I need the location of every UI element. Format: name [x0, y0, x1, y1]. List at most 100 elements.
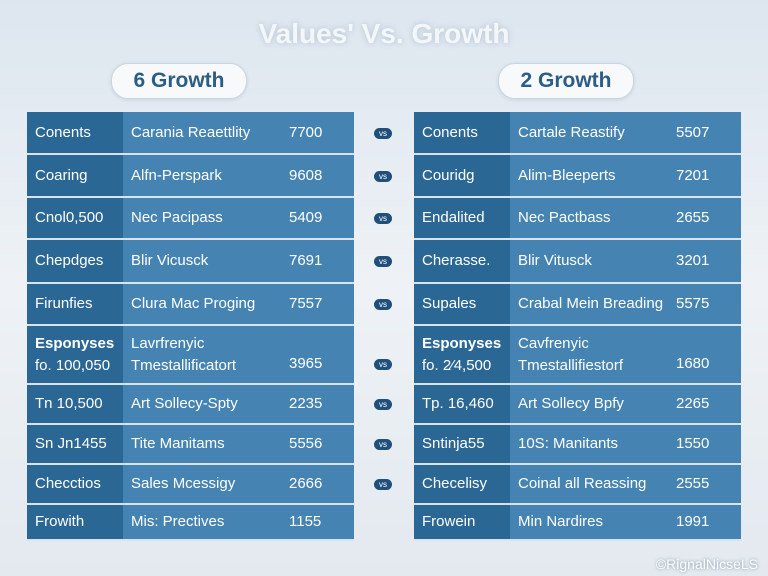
cell-text: 7700: [289, 123, 323, 141]
table-cell: 1550: [668, 425, 741, 465]
vs-badge: vs: [374, 359, 392, 370]
table-cell: 2666: [281, 465, 354, 505]
table-cell: Esponyses fo. 100,050: [27, 326, 123, 385]
table-cell: Crabal Mein Breading: [510, 284, 668, 326]
table-cell: 2265: [668, 385, 741, 425]
cell-text: Tn 10,500: [35, 395, 103, 412]
cell-text: Frowein: [422, 513, 476, 530]
table-cell: Min Nardires: [510, 505, 668, 541]
cell-text: 1550: [676, 435, 710, 452]
cell-text: Nec Pactbass: [518, 209, 611, 226]
cell-text: Coinal all Reassing: [518, 475, 647, 492]
cell-text: Alim-Bleeperts: [518, 166, 616, 184]
cell-text: Art Sollecy Bpfy: [518, 395, 624, 412]
cell-text: Esponyses: [422, 334, 502, 352]
cell-text: Checctios: [35, 475, 101, 492]
table-cell: 2235: [281, 385, 354, 425]
cell-text: Art Sollecy-Spty: [131, 395, 238, 412]
table-cell: Art Sollecy Bpfy: [510, 385, 668, 425]
cell-text: Crabal Mein Breading: [518, 295, 664, 312]
vs-badge: vs: [374, 479, 392, 490]
vs-badge: vs: [374, 170, 392, 182]
cell-text: Alfn-Perspark: [131, 166, 222, 184]
cell-text: Tmestallifiestorf: [518, 356, 624, 374]
table-cell: Firunfies: [27, 284, 123, 326]
cell-text: 5507: [676, 123, 710, 141]
cell-text: Cnol0,500: [35, 209, 104, 226]
table-cell: Frowein: [414, 505, 510, 541]
cell-text: Chepdges: [35, 252, 104, 269]
cell-text: 3965: [289, 355, 323, 372]
vs-badge: vs: [374, 299, 392, 310]
table-cell: Blir Vicusck: [123, 240, 281, 284]
cell-text: Conents: [35, 123, 91, 141]
table-cell: Coinal all Reassing: [510, 465, 668, 505]
table-cell: Cavfrenyic Tmestallifiestorf: [510, 326, 668, 385]
cell-text: 7201: [676, 166, 710, 184]
cell-text: Checelisy: [422, 475, 488, 492]
table-cell: Lavrfrenyic Tmestallificatort: [123, 326, 281, 385]
cell-text: 5409: [289, 209, 323, 226]
cell-text: 2655: [676, 209, 710, 226]
cell-text: fo. 100,050: [35, 356, 111, 374]
table-cell: Checctios: [27, 465, 123, 505]
table-cell: Esponyses fo. 2⁄4,500: [414, 326, 510, 385]
table-cell: Mis: Prectives: [123, 505, 281, 541]
table-cell: Blir Vitusck: [510, 240, 668, 284]
table-cell: Sales Mcessigy: [123, 465, 281, 505]
table-cell: Couridg: [414, 155, 510, 198]
cell-text: Cavfrenyic: [518, 334, 589, 352]
table-cell: 7691: [281, 240, 354, 284]
cell-text: Blir Vitusck: [518, 252, 592, 269]
cell-text: 5556: [289, 435, 323, 452]
table-cell: 2655: [668, 198, 741, 240]
table-cell: 7201: [668, 155, 741, 198]
cell-text: Endalited: [422, 209, 485, 226]
table-cell: Nec Pacipass: [123, 198, 281, 240]
cell-text: 1680: [676, 355, 710, 372]
vs-badge: vs: [374, 399, 392, 410]
cell-text: 5575: [676, 295, 710, 312]
table-cell: 10S: Manitants: [510, 425, 668, 465]
cell-text: 7557: [289, 295, 323, 312]
title: Values' Vs. Growth: [258, 18, 510, 49]
table-cell: 1991: [668, 505, 741, 541]
table-cell: Tite Manitams: [123, 425, 281, 465]
cell-text: Cherasse.: [422, 252, 491, 269]
table-cell: 5556: [281, 425, 354, 465]
table-cell: Tp. 16,460: [414, 385, 510, 425]
cell-text: Sn Jn1455: [35, 435, 107, 452]
table-cell: 1680: [668, 326, 741, 385]
table-cell: Conents: [27, 112, 123, 155]
table-cell: 7557: [281, 284, 354, 326]
table-cell: 3965: [281, 326, 354, 385]
vs-badge: vs: [374, 256, 392, 267]
table-cell: Coaring: [27, 155, 123, 198]
cell-text: Lavrfrenyic: [131, 334, 205, 352]
cell-text: Tmestallificatort: [131, 356, 237, 374]
watermark: ©RignalNicseLS: [655, 556, 758, 572]
cell-text: Nec Pacipass: [131, 209, 223, 226]
table-cell: Sntinja55: [414, 425, 510, 465]
table-cell: Cartale Reastify: [510, 112, 668, 155]
cell-text: 7691: [289, 252, 323, 269]
table-cell: Chepdges: [27, 240, 123, 284]
table-cell: Alfn-Perspark: [123, 155, 281, 198]
cell-text: Conents: [422, 123, 478, 141]
table-cell: Sn Jn1455: [27, 425, 123, 465]
table-cell: Endalited: [414, 198, 510, 240]
table-cell: 7700: [281, 112, 354, 155]
cell-text: Min Nardires: [518, 513, 604, 530]
cell-text: 3201: [676, 252, 710, 269]
cell-text: Sales Mcessigy: [131, 475, 236, 492]
cell-text: Firunfies: [35, 295, 93, 312]
cell-text: Sntinja55: [422, 435, 485, 452]
vs-badge: vs: [374, 439, 392, 450]
panel-header: 2 Growth: [498, 63, 634, 99]
cell-text: 1991: [676, 513, 710, 530]
table-cell: Tn 10,500: [27, 385, 123, 425]
table-cell: Clura Mac Proging: [123, 284, 281, 326]
table-cell: 5575: [668, 284, 741, 326]
cell-text: Frowith: [35, 513, 85, 530]
